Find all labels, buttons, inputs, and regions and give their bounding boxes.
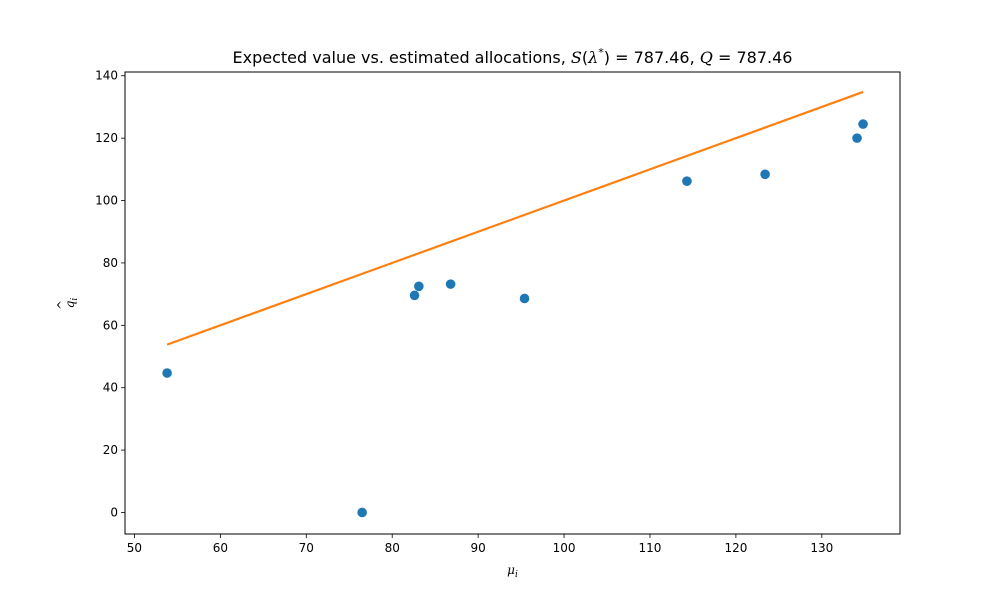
- scatter-point: [858, 119, 868, 129]
- title-q-value: 787.46: [736, 48, 792, 67]
- x-tick-label: 130: [810, 541, 833, 555]
- y-axis-ticks: 0 20 40 60 80 100 120 140: [95, 69, 125, 519]
- y-tick-label: 100: [95, 194, 118, 208]
- svg-text:qi: qi: [63, 298, 80, 309]
- svg-text:^: ^: [55, 300, 69, 310]
- scatter-point: [162, 368, 172, 378]
- scatter-point: [409, 290, 420, 301]
- title-s-value: 787.46: [634, 48, 690, 67]
- x-tick-label: 100: [553, 541, 576, 555]
- x-tick-label: 70: [299, 541, 314, 555]
- scatter-point: [357, 507, 367, 518]
- plot-frame: [124, 71, 901, 535]
- x-tick-label: 80: [385, 541, 400, 555]
- y-tick-label: 0: [110, 505, 118, 519]
- chart-title: Expected value vs. estimated allocations…: [233, 46, 793, 67]
- y-tick-label: 140: [95, 69, 118, 83]
- y-tick-label: 60: [103, 318, 118, 332]
- x-tick-label: 60: [213, 541, 228, 555]
- x-tick-label: 110: [639, 541, 662, 555]
- x-axis-label: μi: [507, 563, 518, 580]
- x-tick-label: 120: [724, 541, 747, 555]
- title-prefix: Expected value vs. estimated allocations…: [233, 48, 571, 67]
- title-star: *: [598, 46, 604, 59]
- fit-line-layer: [166, 90, 864, 346]
- scatter-point: [760, 169, 770, 180]
- scatter-point: [445, 279, 456, 289]
- scatter-point: [682, 176, 692, 186]
- y-tick-label: 80: [103, 256, 118, 270]
- title-q-symbol: Q: [700, 48, 713, 67]
- title-s-symbol: S: [571, 48, 582, 67]
- scatter-point: [852, 133, 862, 143]
- y-tick-label: 40: [103, 381, 118, 395]
- y-tick-label: 20: [103, 443, 118, 457]
- scatter-point: [519, 293, 530, 304]
- y-tick-label: 120: [95, 131, 118, 145]
- x-tick-label: 50: [127, 541, 142, 555]
- fit-line: [166, 90, 864, 346]
- scatter-point: [414, 281, 424, 292]
- y-axis-label: qi ^: [55, 298, 80, 310]
- x-tick-label: 90: [470, 541, 485, 555]
- title-lambda-symbol: λ: [587, 48, 598, 67]
- x-axis-ticks: 50 60 70 80 90 100 110 120 130: [127, 534, 833, 555]
- scatter-points-layer: [162, 119, 868, 518]
